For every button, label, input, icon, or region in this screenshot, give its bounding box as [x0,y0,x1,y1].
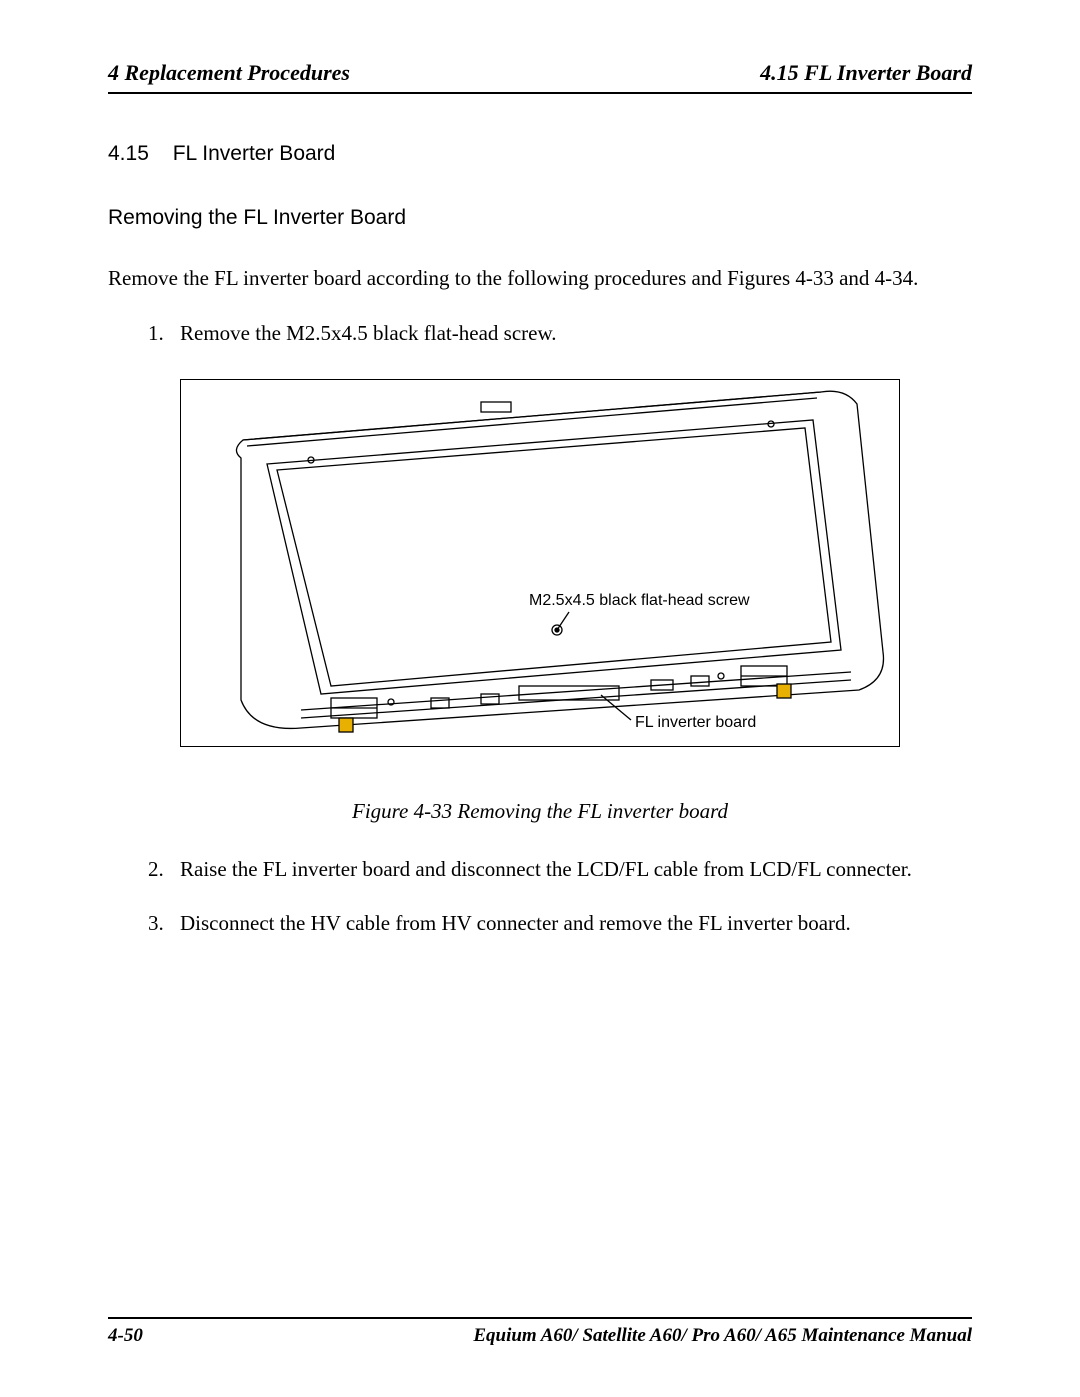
step-number: 2. [148,854,164,884]
header-right: 4.15 FL Inverter Board [760,60,972,86]
section-title: FL Inverter Board [173,142,336,165]
intro-paragraph: Remove the FL inverter board according t… [108,264,972,292]
step-text: Disconnect the HV cable from HV connecte… [180,911,851,935]
figure-4-33: M2.5x4.5 black flat-head screw FL invert… [180,379,900,747]
section-number: 4.15 [108,142,149,166]
figure-label-board: FL inverter board [635,714,756,732]
step-number: 1. [148,318,164,348]
footer-manual-title: Equium A60/ Satellite A60/ Pro A60/ A65 … [473,1325,972,1347]
step-item: 3. Disconnect the HV cable from HV conne… [148,908,972,938]
step-text: Remove the M2.5x4.5 black flat-head scre… [180,321,557,345]
footer-page-number: 4-50 [108,1325,143,1347]
header-left: 4 Replacement Procedures [108,60,350,86]
step-item: 1. Remove the M2.5x4.5 black flat-head s… [148,318,972,348]
sub-heading: Removing the FL Inverter Board [108,206,972,230]
steps-after-figure: 2. Raise the FL inverter board and disco… [148,854,972,939]
page-header: 4 Replacement Procedures 4.15 FL Inverte… [108,60,972,94]
step-number: 3. [148,908,164,938]
figure-caption: Figure 4-33 Removing the FL inverter boa… [108,799,972,824]
step-text: Raise the FL inverter board and disconne… [180,857,912,881]
figure-label-screw: M2.5x4.5 black flat-head screw [529,592,750,610]
step-item: 2. Raise the FL inverter board and disco… [148,854,972,884]
laptop-lid-diagram [181,380,900,747]
section-heading: 4.15 FL Inverter Board [108,142,972,166]
steps-before-figure: 1. Remove the M2.5x4.5 black flat-head s… [148,318,972,348]
page-footer: 4-50 Equium A60/ Satellite A60/ Pro A60/… [108,1317,972,1347]
